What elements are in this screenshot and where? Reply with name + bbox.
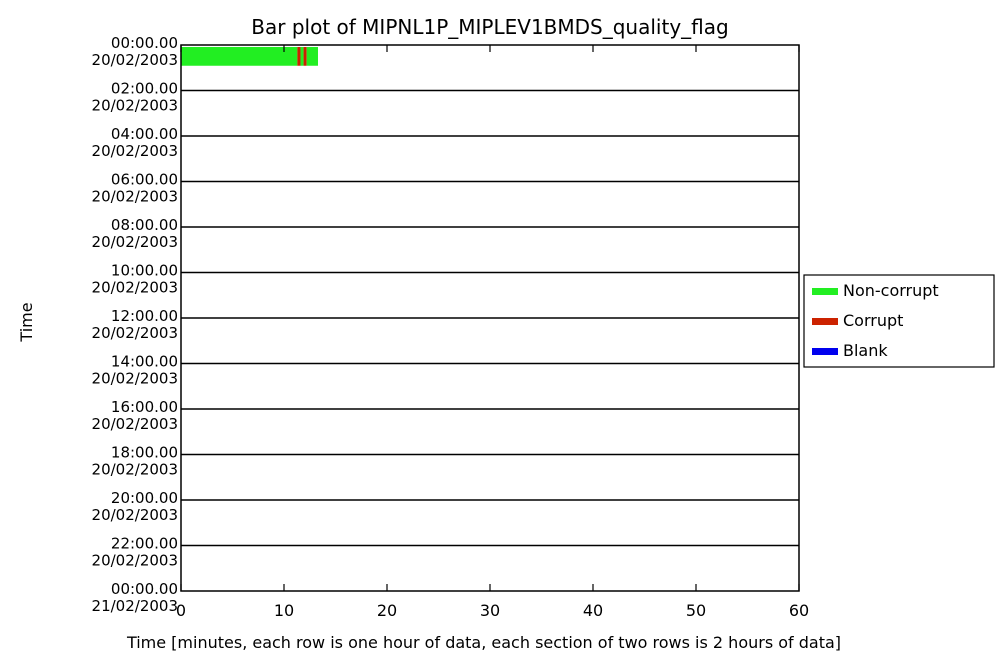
y-tick-date-label: 20/02/2003	[92, 506, 178, 524]
legend: Non-corrupt Corrupt Blank	[803, 274, 995, 368]
y-tick-time-label: 14:00.00	[111, 353, 178, 371]
y-tick-time-label: 18:00.00	[111, 444, 178, 462]
y-tick-time-label: 02:00.00	[111, 80, 178, 98]
y-tick-date-label: 20/02/2003	[92, 370, 178, 388]
y-tick-date-label: 20/02/2003	[92, 279, 178, 297]
bars-layer	[181, 47, 318, 66]
y-tick-date-label: 20/02/2003	[92, 552, 178, 570]
y-tick-time-label: 22:00.00	[111, 535, 178, 553]
legend-label: Non-corrupt	[843, 281, 939, 300]
row-separators	[181, 89, 799, 547]
y-tick-date-label: 20/02/2003	[92, 97, 178, 115]
y-tick-time-label: 20:00.00	[111, 489, 178, 507]
y-tick-date-label: 20/02/2003	[92, 188, 178, 206]
x-axis: 0 10 20 30 40 50 60	[176, 45, 809, 620]
y-tick-time-label: 16:00.00	[111, 398, 178, 416]
y-tick-time-label: 00:00.00	[111, 34, 178, 52]
y-tick-date-label: 20/02/2003	[92, 233, 178, 251]
y-axis: 00:00.0020/02/200302:00.0020/02/200304:0…	[92, 34, 178, 615]
legend-swatch-blank	[812, 348, 838, 355]
y-tick-time-label: 06:00.00	[111, 171, 178, 189]
y-tick-date-label: 20/02/2003	[92, 51, 178, 69]
bar-segment-corrupt	[297, 47, 301, 66]
y-tick-date-label: 20/02/2003	[92, 415, 178, 433]
y-tick-time-label: 00:00.00	[111, 580, 178, 598]
bar-segment-corrupt	[303, 47, 307, 66]
y-axis-label: Time	[17, 302, 36, 342]
bar-segment-non-corrupt	[181, 47, 298, 66]
chart-title: Bar plot of MIPNL1P_MIPLEV1BMDS_quality_…	[251, 15, 728, 39]
legend-label: Blank	[843, 341, 888, 360]
y-tick-time-label: 04:00.00	[111, 125, 178, 143]
y-tick-time-label: 12:00.00	[111, 307, 178, 325]
y-tick-date-label: 20/02/2003	[92, 142, 178, 160]
x-axis-label: Time [minutes, each row is one hour of d…	[126, 633, 841, 652]
bar-segment-non-corrupt	[300, 47, 304, 66]
y-tick-time-label: 10:00.00	[111, 262, 178, 280]
y-tick-time-label: 08:00.00	[111, 216, 178, 234]
y-tick-date-label: 21/02/2003	[92, 597, 178, 615]
legend-swatch-non-corrupt	[812, 288, 838, 295]
legend-swatch-corrupt	[812, 318, 838, 325]
x-tick-label: 20	[377, 601, 397, 620]
y-tick-date-label: 20/02/2003	[92, 461, 178, 479]
x-tick-label: 60	[789, 601, 809, 620]
legend-label: Corrupt	[843, 311, 903, 330]
x-tick-label: 30	[480, 601, 500, 620]
x-tick-label: 40	[583, 601, 603, 620]
bar-segment-non-corrupt	[306, 47, 318, 66]
x-tick-label: 50	[686, 601, 706, 620]
x-tick-label: 0	[176, 601, 186, 620]
x-tick-label: 10	[274, 601, 294, 620]
y-tick-date-label: 20/02/2003	[92, 324, 178, 342]
